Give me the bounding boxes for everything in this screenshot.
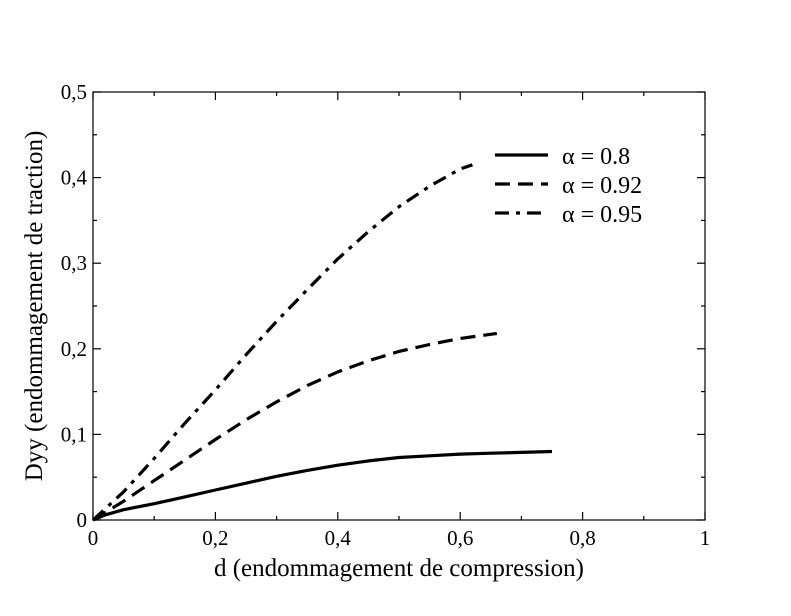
series-line-3 xyxy=(91,163,473,522)
axis-ticks: 0 0,2 0,4 0,6 0,8 1 0 0,1 0,2 0,3 0,4 0,5 xyxy=(61,80,711,550)
series-line-1 xyxy=(92,449,553,522)
series-line-2 xyxy=(92,331,498,522)
legend: α = 0.8 α = 0.92 α = 0.95 xyxy=(495,144,642,228)
x-tick-label: 0,2 xyxy=(202,526,228,550)
x-tick-label: 0,4 xyxy=(325,526,352,550)
series-lines xyxy=(91,163,553,522)
y-tick-label: 0,2 xyxy=(61,337,87,361)
legend-label-2: α = 0.92 xyxy=(562,173,642,199)
x-tick-label: 0,6 xyxy=(447,526,473,550)
y-tick-label: 0 xyxy=(77,508,88,532)
legend-label-3: α = 0.95 xyxy=(562,202,642,228)
y-tick-label: 0,1 xyxy=(61,422,87,446)
legend-label-1: α = 0.8 xyxy=(562,144,630,170)
x-tick-label: 0,8 xyxy=(569,526,595,550)
y-axis-label: Dyy (endommagement de traction) xyxy=(21,131,48,482)
y-tick-label: 0,4 xyxy=(61,166,88,190)
x-tick-label: 0 xyxy=(88,526,99,550)
y-tick-label: 0,3 xyxy=(61,251,87,275)
x-tick-label: 1 xyxy=(700,526,711,550)
y-tick-label: 0,5 xyxy=(61,80,87,104)
x-axis-label: d (endommagement de compression) xyxy=(214,555,584,582)
